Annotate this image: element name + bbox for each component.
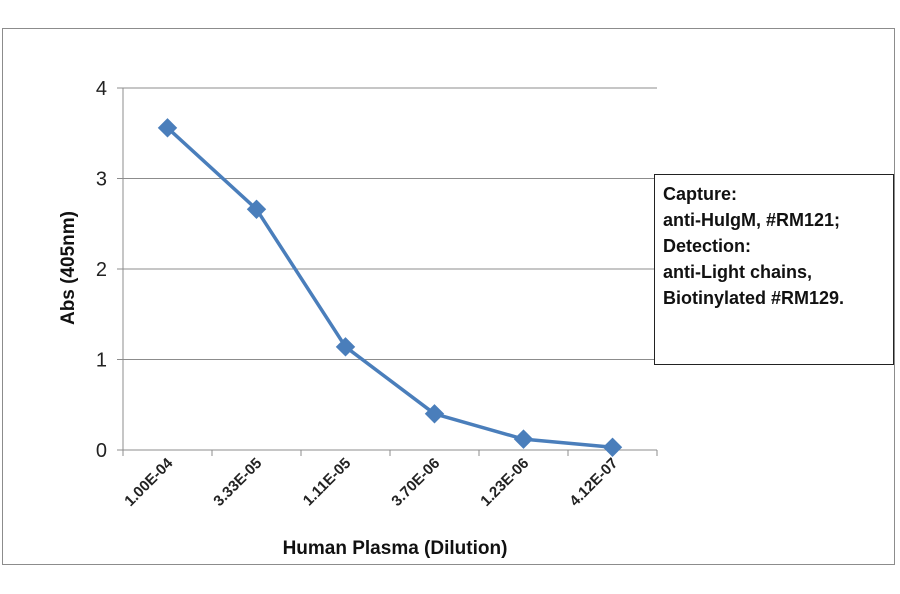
x-tick-labels: 1.00E-04 3.33E-05 1.11E-05 3.70E-06 1.23E-06… xyxy=(121,454,621,510)
data-point-marker xyxy=(602,437,623,457)
x-tick-label: 3.70E-06 xyxy=(388,455,443,510)
y-tick-label: 0 xyxy=(96,440,107,462)
annotation-line-detection: Detection: xyxy=(663,236,752,256)
data-point-marker xyxy=(246,199,267,219)
x-tick-label: 3.33E-05 xyxy=(210,455,265,510)
x-axis-title: Human Plasma (Dilution) xyxy=(283,538,508,559)
y-tick-labels: 0 1 2 3 4 xyxy=(96,78,107,462)
series-line-path xyxy=(166,126,613,450)
data-point-marker xyxy=(157,118,178,138)
y-axis-title: Abs (405nm) xyxy=(58,211,79,325)
gridlines xyxy=(123,87,657,360)
x-tick-label: 1.11E-05 xyxy=(300,455,354,509)
data-point-marker xyxy=(513,429,534,449)
axes xyxy=(117,87,658,456)
annotation-line-biotinylated: Biotinylated #RM129. xyxy=(663,288,845,308)
annotation-line-capture: Capture: xyxy=(663,184,738,204)
annotation-line-detection-antibody: anti-Light chains, xyxy=(663,262,813,282)
y-tick-label: 4 xyxy=(96,78,107,100)
series-markers xyxy=(157,118,623,457)
y-tick-label: 2 xyxy=(96,259,107,281)
x-tick-label: 4.12E-07 xyxy=(566,455,621,510)
x-tick-label: 1.00E-04 xyxy=(121,454,177,510)
data-point-marker xyxy=(335,337,356,357)
x-tick-label: 1.23E-06 xyxy=(477,455,532,510)
data-point-marker xyxy=(424,404,445,424)
series-line xyxy=(166,126,613,450)
annotation-box: Capture: anti-HuIgM, #RM121; Detection: … xyxy=(654,174,894,365)
annotation-line-capture-antibody: anti-HuIgM, #RM121; xyxy=(663,210,841,230)
y-tick-label: 1 xyxy=(96,350,107,372)
y-tick-label: 3 xyxy=(96,169,107,191)
